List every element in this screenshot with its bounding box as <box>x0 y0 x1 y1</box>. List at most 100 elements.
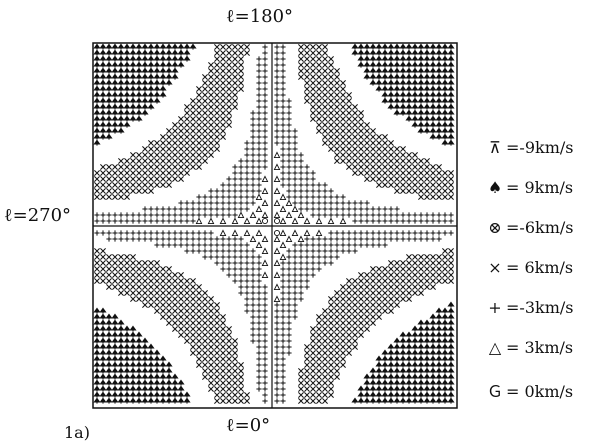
cross-symbol <box>244 50 250 56</box>
plus-symbol <box>364 200 370 206</box>
arrow-symbol <box>375 367 383 374</box>
arrow-symbol <box>93 133 101 140</box>
cross-symbol <box>94 254 100 260</box>
arrow-symbol <box>105 103 113 110</box>
legend-item: + =-3km/s <box>484 298 573 320</box>
plus-symbol <box>370 242 376 248</box>
arrow-symbol <box>447 43 455 50</box>
arrow-symbol <box>123 109 131 116</box>
plus-symbol <box>280 260 286 266</box>
plus-symbol <box>256 122 262 128</box>
plus-symbol <box>310 260 316 266</box>
cross-symbol <box>388 182 394 188</box>
cross-symbol <box>220 116 226 122</box>
cross-symbol <box>418 164 424 170</box>
cross-symbol <box>400 260 406 266</box>
plus-symbol <box>262 158 268 164</box>
plus-symbol <box>286 164 292 170</box>
cross-symbol <box>106 254 112 260</box>
plus-symbol <box>196 242 202 248</box>
legend-text: = 0km/s <box>506 382 574 401</box>
cross-symbol <box>334 116 340 122</box>
plus-symbol <box>280 350 286 356</box>
cross-symbol <box>214 122 220 128</box>
circle-symbol <box>261 217 269 225</box>
cross-symbol <box>298 56 304 62</box>
arrow-symbol <box>429 337 437 344</box>
arrow-symbol <box>381 73 389 80</box>
cross-symbol <box>208 92 214 98</box>
cross-symbol <box>328 140 334 146</box>
cross-symbol <box>208 380 214 386</box>
plus-symbol <box>280 266 286 272</box>
arrow-symbol <box>435 61 443 68</box>
arrow-symbol <box>111 97 119 104</box>
arrow-symbol <box>147 61 155 68</box>
cross-symbol <box>136 188 142 194</box>
plus-symbol <box>274 344 280 350</box>
cross-symbol <box>166 284 172 290</box>
cross-symbol <box>160 314 166 320</box>
arrow-symbol <box>99 127 107 134</box>
cross-symbol <box>220 56 226 62</box>
arrow-symbol <box>117 361 125 368</box>
cross-symbol <box>178 176 184 182</box>
arrow-symbol <box>135 43 143 50</box>
cross-symbol <box>358 146 364 152</box>
arrow-symbol <box>417 97 425 104</box>
cross-symbol <box>430 170 436 176</box>
cross-symbol <box>340 338 346 344</box>
cross-symbol <box>214 368 220 374</box>
plus-symbol <box>310 254 316 260</box>
arrow-symbol <box>417 91 425 98</box>
cross-symbol <box>298 386 304 392</box>
plus-symbol <box>244 248 250 254</box>
cross-symbol <box>400 158 406 164</box>
plus-symbol <box>280 44 286 50</box>
arrow-symbol <box>435 361 443 368</box>
arrow-symbol <box>129 103 137 110</box>
arrow-symbol <box>153 391 161 398</box>
arrow-symbol <box>411 385 419 392</box>
cross-symbol <box>334 332 340 338</box>
arrow-symbol <box>423 61 431 68</box>
plus-symbol <box>262 380 268 386</box>
cross-symbol <box>226 86 232 92</box>
cross-symbol <box>304 392 310 398</box>
cross-symbol <box>304 398 310 404</box>
cross-symbol <box>190 122 196 128</box>
cross-symbol <box>310 350 316 356</box>
cross-symbol <box>310 56 316 62</box>
plus-symbol <box>148 236 154 242</box>
plus-symbol <box>256 332 262 338</box>
arrow-symbol <box>93 73 101 80</box>
plus-symbol <box>310 242 316 248</box>
cross-symbol <box>106 284 112 290</box>
arrow-symbol <box>429 91 437 98</box>
cross-symbol <box>310 398 316 404</box>
plus-symbol <box>202 200 208 206</box>
triangle-symbol <box>273 295 281 303</box>
plus-symbol <box>190 230 196 236</box>
cross-symbol <box>166 128 172 134</box>
cross-symbol <box>364 158 370 164</box>
cross-symbol <box>196 308 202 314</box>
cross-symbol <box>172 296 178 302</box>
plus-symbol <box>214 242 220 248</box>
plus-symbol <box>232 278 238 284</box>
plus-symbol <box>376 236 382 242</box>
plus-symbol <box>220 188 226 194</box>
cross-symbol <box>370 266 376 272</box>
cross-symbol <box>190 326 196 332</box>
arrow-symbol <box>105 49 113 56</box>
cross-symbol <box>340 104 346 110</box>
cross-symbol <box>376 308 382 314</box>
cross-symbol <box>178 122 184 128</box>
cross-symbol <box>190 104 196 110</box>
cross-symbol <box>196 116 202 122</box>
arrow-symbol <box>111 319 119 326</box>
arrow-symbol <box>183 55 191 62</box>
plus-symbol <box>424 212 430 218</box>
cross-symbol <box>322 74 328 80</box>
cross-symbol <box>376 170 382 176</box>
